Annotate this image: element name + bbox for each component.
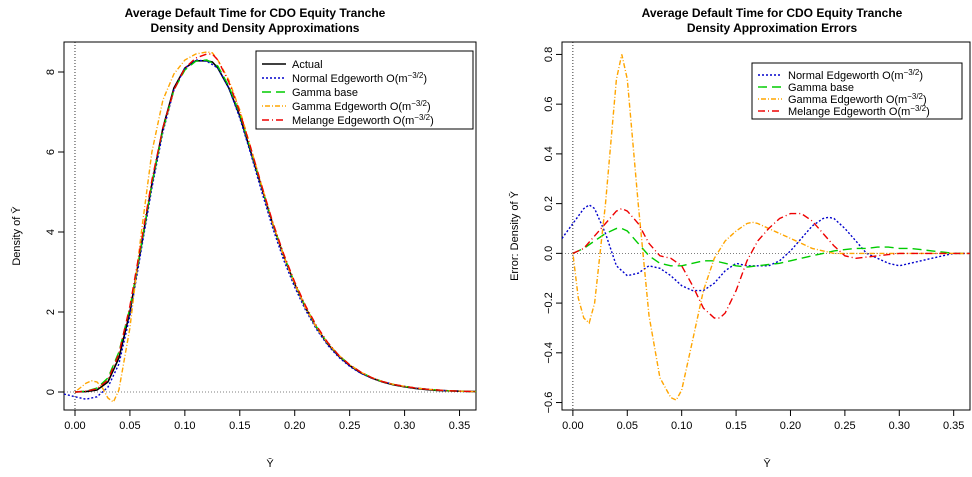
y-tick-label: 0 [45,389,57,395]
legend-label: Gamma base [292,87,358,99]
x-tick-label: 0.25 [834,420,855,432]
plot-frame [63,41,477,411]
density-panel-title: Average Default Time for CDO Equity Tran… [125,6,386,20]
error-panel-title: Average Default Time for CDO Equity Tran… [642,6,903,20]
x-tick-label: 0.00 [562,420,583,432]
error-panel-subtitle: Density Approximation Errors [687,21,858,35]
y-tick-label: −0.4 [543,342,555,364]
plot-frame [561,41,971,411]
legend-label: Actual [292,59,323,71]
y-tick-label: 0.0 [543,246,555,261]
legend-box [751,62,963,120]
y-tick-label: −0.2 [543,292,555,314]
series-line-4 [74,53,476,393]
density-panel: Average Default Time for CDO Equity Tran… [11,6,477,470]
y-tick-label: 4 [45,229,57,235]
legend-label: Melange Edgeworth O(m−3/2) [788,104,930,118]
legend-label: Melange Edgeworth O(m−3/2) [292,113,434,127]
y-tick-label: 8 [45,69,57,75]
x-tick-label: 0.20 [780,420,801,432]
x-tick-label: 0.10 [671,420,692,432]
density-panel-subtitle: Density and Density Approximations [151,21,360,35]
density-panel-ylabel: Density of Ȳ [11,206,23,266]
legend-label: Normal Edgeworth O(m−3/2) [788,68,923,82]
x-tick-label: 0.15 [725,420,746,432]
y-tick-label: 0.4 [543,146,555,161]
x-tick-label: 0.05 [119,420,140,432]
x-tick-label: 0.35 [449,420,470,432]
y-tick-label: −0.6 [543,392,555,414]
y-tick-label: 0.6 [543,97,555,112]
x-tick-label: 0.20 [284,420,305,432]
error-panel: Average Default Time for CDO Equity Tran… [509,6,971,470]
series-line-2 [572,54,970,402]
x-tick-label: 0.30 [394,420,415,432]
y-tick-label: 6 [45,149,57,155]
x-tick-label: 0.05 [617,420,638,432]
y-tick-label: 0.2 [543,196,555,211]
legend-label: Gamma base [788,82,854,94]
x-tick-label: 0.10 [174,420,195,432]
series-group [562,54,970,402]
series-group [64,51,476,404]
y-tick-label: 2 [45,309,57,315]
series-line-0 [562,204,970,292]
density-panel-xlabel: Ȳ [266,458,274,470]
error-panel-ylabel: Error: Density of Ȳ [509,190,521,281]
x-tick-label: 0.25 [339,420,360,432]
legend-label: Gamma Edgeworth O(m−3/2) [292,99,431,113]
legend-label: Normal Edgeworth O(m−3/2) [292,71,427,85]
y-tick-label: 0.8 [543,47,555,62]
x-tick-label: 0.30 [889,420,910,432]
series-line-3 [572,207,970,319]
series-line-1 [572,227,970,268]
error-panel-xlabel: Ȳ [763,458,771,470]
x-tick-label: 0.00 [64,420,85,432]
x-tick-label: 0.35 [943,420,964,432]
x-tick-label: 0.15 [229,420,250,432]
legend: Normal Edgeworth O(m−3/2)Gamma baseGamma… [751,62,963,120]
legend-box [255,50,474,130]
legend-label: Gamma Edgeworth O(m−3/2) [788,92,927,106]
